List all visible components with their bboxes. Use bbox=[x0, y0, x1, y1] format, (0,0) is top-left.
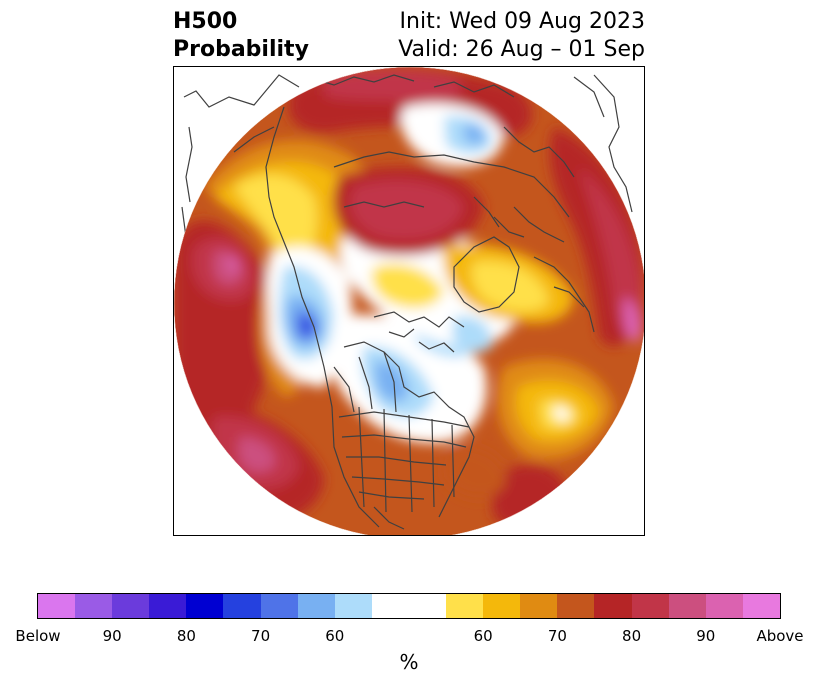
colorbar-segment bbox=[186, 594, 224, 618]
colorbar-segment bbox=[668, 594, 706, 618]
colorbar-segment bbox=[446, 594, 484, 618]
colorbar-segment bbox=[149, 594, 187, 618]
map-svg bbox=[174, 67, 644, 535]
chart-title: H500 Probability bbox=[173, 8, 309, 64]
colorbar-segment bbox=[594, 594, 632, 618]
colorbar-segment bbox=[742, 594, 780, 618]
outer-coastlines bbox=[181, 74, 633, 238]
colorbar-segment bbox=[223, 594, 261, 618]
colorbar-tick-label: Below bbox=[15, 627, 61, 645]
colorbar-segment bbox=[483, 594, 521, 618]
colorbar-tick-label: 80 bbox=[622, 627, 642, 645]
coastlines bbox=[233, 74, 595, 530]
colorbar-segment bbox=[557, 594, 595, 618]
colorbar-tick-label: 90 bbox=[696, 627, 716, 645]
colorbar-tick-label: 70 bbox=[547, 627, 567, 645]
title-line-1: H500 bbox=[173, 9, 238, 34]
colorbar-segment bbox=[38, 594, 76, 618]
colorbar-tick-label: 60 bbox=[325, 627, 345, 645]
colorbar bbox=[37, 593, 781, 619]
probability-map bbox=[173, 66, 645, 536]
colorbar-segment bbox=[297, 594, 335, 618]
colorbar-segment bbox=[112, 594, 150, 618]
valid-range: Valid: 26 Aug – 01 Sep bbox=[398, 37, 645, 62]
title-line-2: Probability bbox=[173, 37, 309, 62]
colorbar-tick-label: 90 bbox=[102, 627, 122, 645]
init-date: Init: Wed 09 Aug 2023 bbox=[399, 9, 645, 34]
colorbar-segment bbox=[520, 594, 558, 618]
colorbar-segment bbox=[705, 594, 743, 618]
colorbar-tick-label: Above bbox=[756, 627, 804, 645]
colorbar-tick-label: 60 bbox=[473, 627, 493, 645]
colorbar-tick-label: 80 bbox=[176, 627, 196, 645]
date-info: Init: Wed 09 Aug 2023 Valid: 26 Aug – 01… bbox=[398, 8, 645, 64]
colorbar-segment bbox=[260, 594, 298, 618]
colorbar-segment bbox=[631, 594, 669, 618]
colorbar-segment bbox=[75, 594, 113, 618]
unit-label: % bbox=[399, 650, 419, 674]
colorbar-segment bbox=[334, 594, 372, 618]
colorbar-tick-label: 70 bbox=[251, 627, 271, 645]
colorbar-segment bbox=[371, 594, 447, 618]
